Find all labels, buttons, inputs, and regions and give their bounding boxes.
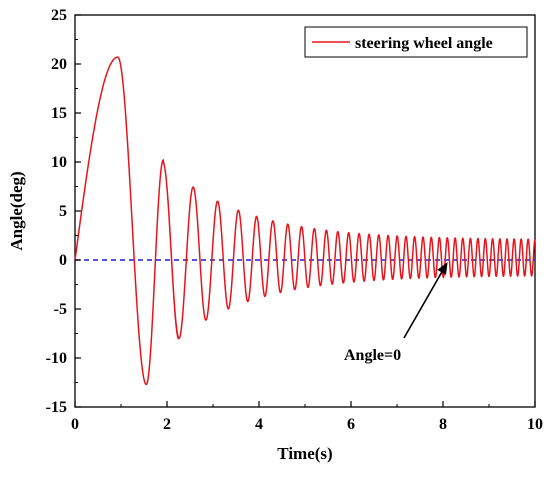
annotation-arrowhead xyxy=(437,262,448,275)
x-tick-label: 4 xyxy=(255,416,263,433)
ticks-layer: 0 2 4 6 8 10 -15 -10 -5 0 5 10 15 20 25 xyxy=(46,7,543,433)
x-tick-label: 2 xyxy=(163,416,171,433)
x-tick-label: 6 xyxy=(347,416,355,433)
y-tick-label: 20 xyxy=(51,56,67,73)
plot-area xyxy=(74,14,536,408)
legend-label: steering wheel angle xyxy=(355,35,493,52)
x-axis-title: Time(s) xyxy=(277,444,332,463)
y-tick-label: -10 xyxy=(46,350,67,367)
x-tick-label: 0 xyxy=(71,416,79,433)
plot-frame xyxy=(74,14,536,408)
annotation: Angle=0 xyxy=(344,262,448,364)
y-tick-label: 15 xyxy=(51,105,67,122)
y-tick-label: -15 xyxy=(46,399,67,416)
annotation-label: Angle=0 xyxy=(344,347,401,364)
annotation-arrow xyxy=(403,272,443,339)
series-line-steering-wheel-angle xyxy=(74,56,536,386)
series-layer xyxy=(74,56,536,386)
legend: steering wheel angle xyxy=(304,26,528,58)
x-tick-label: 8 xyxy=(439,416,447,433)
y-tick-label: 5 xyxy=(59,203,67,220)
y-tick-label: -5 xyxy=(54,301,67,318)
y-axis-title: Angle(deg) xyxy=(7,171,26,250)
x-tick-label: 10 xyxy=(527,416,543,433)
y-tick-label: 25 xyxy=(51,7,67,24)
y-tick-label: 0 xyxy=(59,252,67,269)
y-tick-label: 10 xyxy=(51,154,67,171)
